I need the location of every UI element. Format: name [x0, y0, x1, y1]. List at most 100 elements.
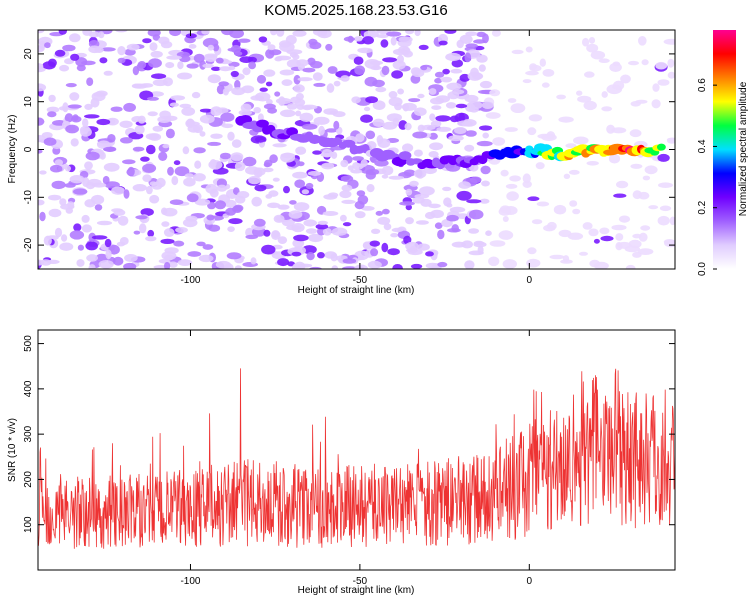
heatmap-cell — [608, 153, 621, 164]
heatmap-cell — [531, 219, 543, 225]
x-tick-label: 0 — [527, 275, 533, 286]
heatmap-cell — [220, 112, 235, 122]
heatmap-cell — [115, 30, 128, 33]
heatmap-cell — [111, 186, 125, 195]
heatmap-cell — [152, 79, 168, 87]
heatmap-cell — [97, 140, 111, 149]
heatmap-cell — [150, 50, 163, 58]
heatmap-cell — [140, 156, 150, 162]
heatmap-cell — [377, 216, 391, 225]
heatmap-cell — [430, 120, 442, 128]
heatmap-cell — [301, 189, 310, 195]
heatmap-cell — [424, 211, 436, 220]
heatmap-cell — [221, 123, 234, 129]
heatmap-cell — [317, 252, 325, 259]
heatmap-cell — [117, 215, 129, 226]
y-tick-label: -20 — [23, 237, 34, 252]
heatmap-cell — [169, 102, 179, 107]
heatmap-cell — [405, 204, 412, 211]
heatmap-cell — [663, 38, 675, 45]
heatmap-cell — [536, 201, 550, 207]
heatmap-cell — [85, 241, 98, 251]
heatmap-cell — [160, 238, 175, 244]
heatmap-cell — [170, 95, 186, 101]
heatmap-cell — [69, 230, 85, 240]
heatmap-cell — [438, 40, 448, 46]
heatmap-cell — [194, 160, 202, 169]
heatmap-cell — [59, 198, 67, 206]
heatmap-cell — [667, 71, 675, 79]
heatmap-cell — [366, 184, 375, 193]
heatmap-cell — [313, 82, 326, 87]
heatmap-cell — [137, 115, 146, 124]
heatmap-cell — [123, 262, 137, 269]
heatmap-cell — [380, 39, 389, 48]
heatmap-cell — [482, 33, 489, 44]
heatmap-cell — [218, 81, 229, 87]
heatmap-cell — [307, 171, 321, 176]
heatmap-cell — [638, 36, 647, 46]
heatmap-cell — [440, 76, 453, 83]
heatmap-cell — [119, 120, 133, 128]
heatmap-cell — [208, 160, 223, 170]
heatmap-cell — [215, 57, 224, 64]
heatmap-cell — [67, 104, 82, 109]
heatmap-cell — [198, 254, 214, 263]
heatmap-cell — [250, 95, 264, 101]
heatmap-cell — [145, 133, 159, 140]
heatmap-cell — [161, 221, 170, 227]
heatmap-cell — [147, 30, 161, 37]
heatmap-cell — [43, 235, 52, 246]
heatmap-cell — [556, 94, 566, 100]
heatmap-cell — [279, 42, 295, 52]
heatmap-cell — [199, 114, 215, 124]
heatmap-cell — [447, 228, 461, 233]
heatmap-cell — [226, 252, 242, 260]
colorbar-tick-label: 0.4 — [697, 139, 708, 153]
heatmap-cell — [492, 137, 506, 146]
heatmap-cell — [137, 61, 147, 69]
heatmap-cell — [457, 120, 473, 127]
heatmap-cell — [69, 33, 81, 43]
heatmap-cell — [173, 160, 181, 166]
heatmap-cell — [39, 211, 46, 222]
heatmap-cell — [560, 259, 573, 264]
heatmap-cell — [117, 57, 126, 64]
heatmap-cell — [467, 71, 483, 81]
heatmap-cell — [353, 56, 364, 65]
heatmap-cell — [449, 206, 466, 213]
heatmap-cell — [347, 165, 354, 171]
heatmap-cell — [131, 83, 143, 89]
heatmap-cell — [39, 40, 46, 50]
heatmap-cell — [435, 115, 451, 122]
snr-y-label: SNR (10 * v/v) — [7, 418, 18, 482]
heatmap-cell — [527, 127, 537, 136]
heatmap-cell — [140, 208, 154, 217]
heatmap-cell — [615, 242, 623, 251]
heatmap-cell — [417, 93, 425, 99]
heatmap-cell — [207, 74, 221, 84]
heatmap-cell — [657, 215, 670, 226]
heatmap-cell — [207, 141, 222, 146]
heatmap-cell — [96, 118, 111, 126]
heatmap-cell — [593, 238, 600, 244]
heatmap-cell — [289, 200, 297, 205]
heatmap-cell — [142, 38, 152, 44]
heatmap-cell — [185, 215, 198, 222]
heatmap-cell — [588, 37, 596, 44]
heatmap-cell — [106, 117, 119, 126]
heatmap-cell — [576, 90, 583, 96]
heatmap-cell — [112, 256, 124, 266]
heatmap-cell — [127, 166, 135, 177]
heatmap-cell — [175, 227, 188, 233]
heatmap-cell — [434, 222, 443, 229]
heatmap-cell — [70, 53, 80, 61]
heatmap-cell — [151, 181, 163, 190]
heatmap-cell — [577, 95, 592, 103]
heatmap-cell — [54, 159, 63, 167]
heatmap-cell — [122, 159, 136, 165]
heatmap-cell — [558, 229, 572, 238]
heatmap-cell — [464, 94, 479, 103]
heatmap-cell — [263, 103, 276, 110]
heatmap-cell — [360, 159, 368, 167]
